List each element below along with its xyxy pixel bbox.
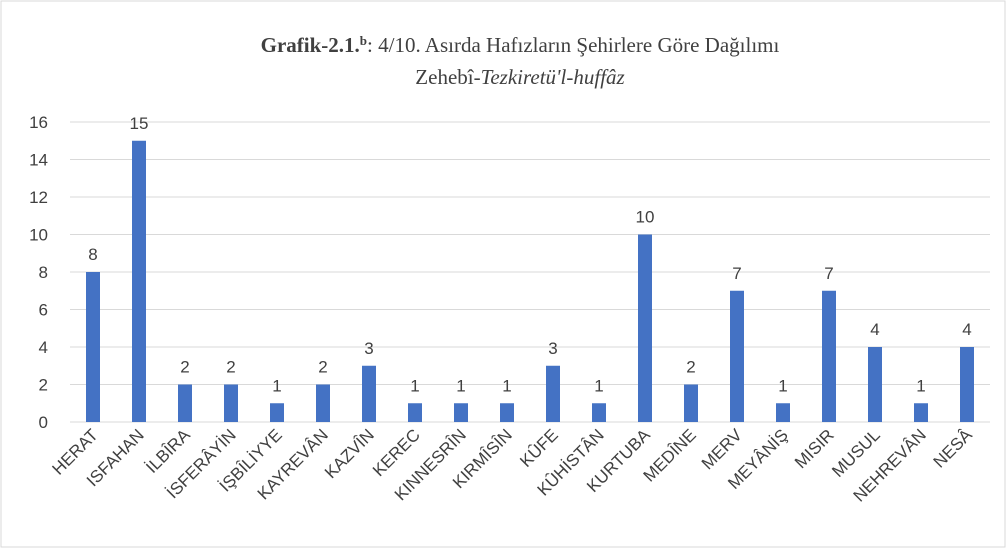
bar [86, 272, 100, 422]
y-tick-label: 4 [39, 338, 48, 357]
bar [868, 347, 882, 422]
bar [408, 403, 422, 422]
bar [684, 384, 698, 422]
data-label: 2 [318, 358, 327, 377]
y-tick-label: 0 [39, 413, 48, 432]
y-tick-label: 12 [29, 188, 48, 207]
data-label: 15 [130, 114, 149, 133]
data-label: 1 [916, 376, 925, 395]
chart-subtitle: Zehebî-Tezkiretü'l-huffâz [415, 65, 624, 89]
y-tick-label: 10 [29, 226, 48, 245]
data-label: 2 [180, 358, 189, 377]
data-label: 7 [824, 264, 833, 283]
bar [500, 403, 514, 422]
title-superscript: b [360, 33, 367, 48]
bar [914, 403, 928, 422]
bar [776, 403, 790, 422]
data-label: 2 [226, 358, 235, 377]
bar [960, 347, 974, 422]
data-label: 4 [870, 320, 879, 339]
bar [592, 403, 606, 422]
y-tick-label: 14 [29, 151, 48, 170]
y-tick-label: 2 [39, 376, 48, 395]
bar [454, 403, 468, 422]
bar [546, 365, 560, 422]
bar [178, 384, 192, 422]
subtitle-work: Tezkiretü'l-huffâz [481, 65, 625, 89]
data-label: 1 [594, 376, 603, 395]
chart-title: Grafik-2.1.b: 4/10. Asırda Hafızların Şe… [261, 33, 780, 57]
y-tick-label: 6 [39, 301, 48, 320]
data-label: 2 [686, 358, 695, 377]
title-prefix: Grafik-2.1. [261, 33, 360, 57]
title-text: : 4/10. Asırda Hafızların Şehirlere Göre… [367, 33, 779, 57]
y-tick-label: 16 [29, 113, 48, 132]
data-label: 1 [502, 376, 511, 395]
bar [730, 290, 744, 422]
bar [270, 403, 284, 422]
bar [822, 290, 836, 422]
bar [316, 384, 330, 422]
bar [224, 384, 238, 422]
bar [132, 140, 146, 422]
data-label: 1 [456, 376, 465, 395]
data-label: 1 [410, 376, 419, 395]
data-label: 8 [88, 245, 97, 264]
data-label: 1 [778, 376, 787, 395]
bar [638, 234, 652, 422]
data-label: 4 [962, 320, 971, 339]
data-label: 10 [636, 208, 655, 227]
data-label: 3 [364, 339, 373, 358]
data-label: 7 [732, 264, 741, 283]
data-label: 1 [272, 376, 281, 395]
y-tick-label: 8 [39, 263, 48, 282]
subtitle-author: Zehebî- [415, 65, 480, 89]
data-label: 3 [548, 339, 557, 358]
bar [362, 365, 376, 422]
